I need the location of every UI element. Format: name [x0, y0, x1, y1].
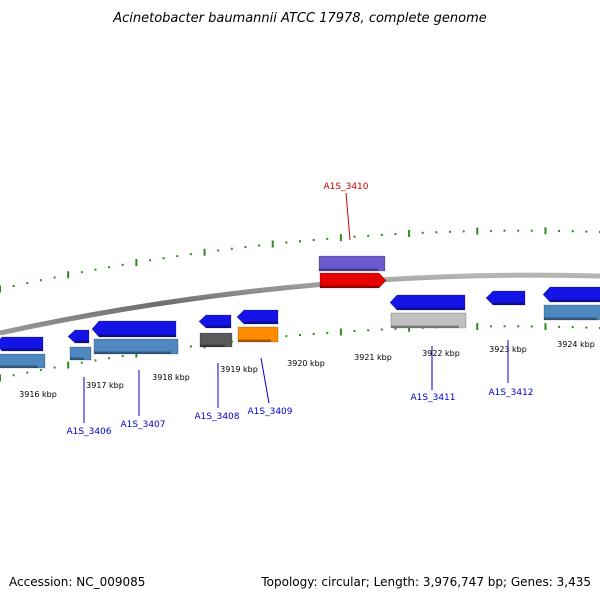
gene-arrow: [91, 320, 177, 338]
accession-text: Accession: NC_009085: [9, 575, 145, 589]
tick-label: 3918 kbp: [152, 373, 190, 382]
gene-features: [0, 255, 600, 369]
tick-label: 3922 kbp: [422, 349, 460, 358]
gene-arrow: [69, 346, 92, 361]
gene-labels: A1S_3406 A1S_3407 A1S_3408 A1S_3409 A1S_3410…: [67, 182, 534, 437]
gene-label: A1S_3409: [248, 407, 293, 417]
tick-label: 3921 kbp: [354, 353, 392, 362]
gene-arrow: [543, 304, 600, 321]
gene-arrow: [67, 329, 90, 344]
gene-arrow: [319, 272, 387, 289]
gene-arrow: [0, 336, 44, 352]
map-title: Acinetobacter baumannii ATCC 17978, comp…: [112, 11, 487, 26]
genome-summary-text: Topology: circular; Length: 3,976,747 bp…: [260, 575, 591, 589]
genome-backbone: [0, 272, 600, 336]
gene-label: A1S_3411: [411, 393, 456, 403]
gene-arrow: [389, 294, 466, 311]
outer-tick-ring: [0, 227, 600, 293]
gene-arrow: [318, 255, 386, 272]
gene-label: A1S_3410: [324, 182, 369, 192]
gene-arrow: [390, 312, 467, 329]
gene-arrow: [542, 286, 600, 303]
tick-label: 3924 kbp: [557, 340, 595, 349]
gene-arrow: [236, 309, 279, 325]
tick-label: 3920 kbp: [287, 359, 325, 368]
gene-arrow: [198, 314, 232, 329]
tick-label: 3917 kbp: [86, 381, 124, 390]
tick-label: 3916 kbp: [19, 390, 57, 399]
gene-arrow: [485, 290, 526, 306]
gene-arrow: [199, 332, 233, 348]
gene-arrow: [237, 326, 279, 343]
gene-label: A1S_3412: [489, 388, 534, 398]
gene-arrow: [0, 353, 46, 369]
gene-label: A1S_3408: [195, 412, 240, 422]
gene-arrow: [93, 338, 179, 355]
gene-leader-line: [260, 357, 270, 404]
gene-label: A1S_3407: [121, 420, 166, 430]
tick-label: 3919 kbp: [220, 365, 258, 374]
gene-leader-line: [345, 192, 351, 241]
gene-label: A1S_3406: [67, 427, 112, 437]
